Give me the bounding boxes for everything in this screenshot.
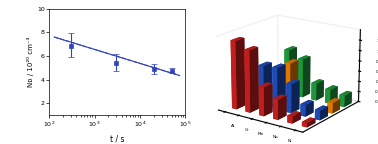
- X-axis label: t / s: t / s: [110, 134, 124, 143]
- Y-axis label: Nᴅ / 10²⁰ cm⁻³: Nᴅ / 10²⁰ cm⁻³: [28, 37, 34, 87]
